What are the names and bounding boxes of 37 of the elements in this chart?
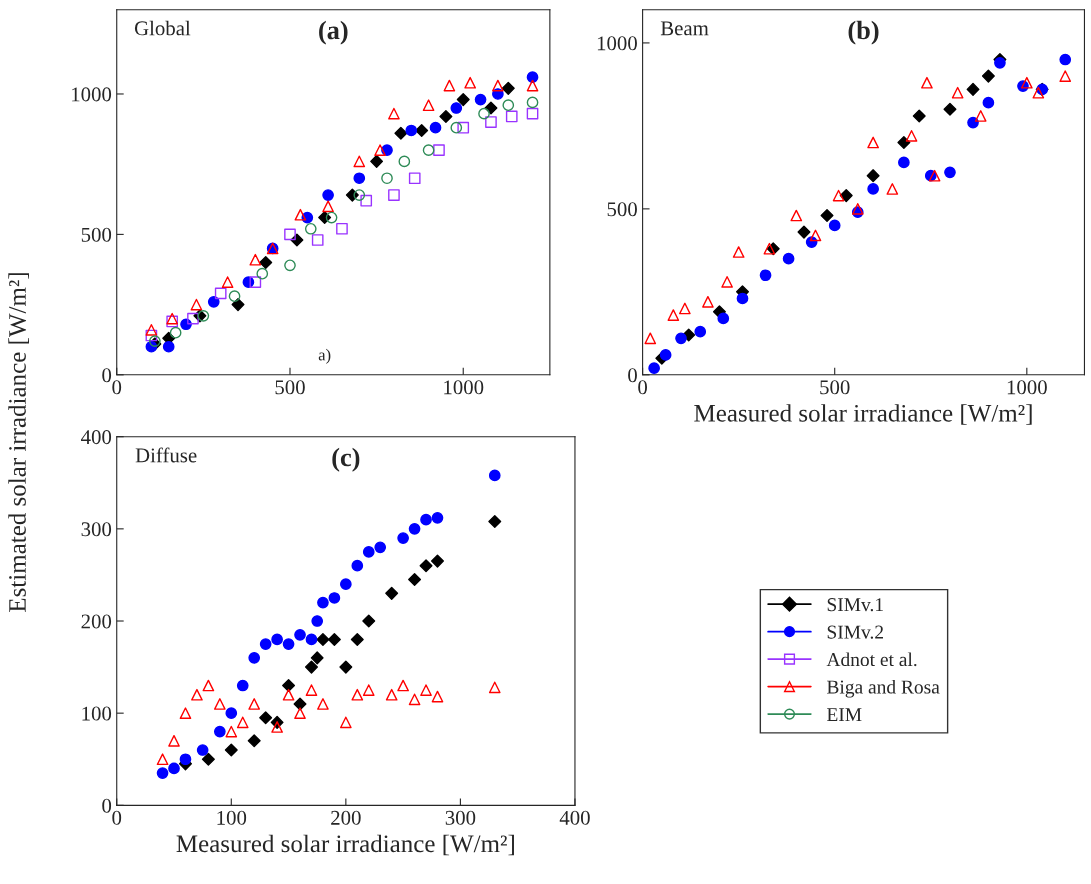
x-tick-label: 500 (820, 380, 850, 395)
legend-label: EIM (827, 708, 862, 721)
legend-label: SIMv.1 (827, 598, 883, 612)
x-tick-label: 300 (445, 810, 476, 825)
annotation: Diffuse (135, 447, 197, 463)
annotation: Beam (660, 21, 709, 36)
legend-label: Biga and Rosa (827, 679, 940, 698)
x-tick-label: 0 (638, 380, 648, 395)
x-tick-label: 0 (112, 810, 122, 825)
y-tick-label: 200 (81, 614, 112, 629)
x-tick-label: 0 (112, 380, 122, 395)
x-tick-label: 100 (217, 810, 247, 825)
legend-label: Adnot et al. (826, 652, 917, 667)
x-tick-label: 1000 (1007, 380, 1047, 395)
chart-title: (a) (319, 20, 348, 45)
y-tick-label: 500 (607, 202, 637, 217)
y-tick-label: 100 (82, 706, 112, 721)
x-axis-title: Measured solar irradiance [W/m²] (694, 404, 1032, 425)
y-tick-label: 300 (81, 522, 112, 537)
chart-title: (b) (848, 20, 879, 45)
y-tick-label: 1000 (597, 36, 637, 51)
x-tick-label: 1000 (444, 380, 484, 395)
y-tick-label: 500 (81, 227, 112, 242)
x-tick-label: 400 (559, 810, 590, 825)
annotation: Global (134, 20, 191, 36)
chart-title: (c) (332, 447, 360, 472)
x-axis-title: Measured solar irradiance [W/m²] (176, 834, 514, 856)
y-axis-title: Estimated solar irradiance [W/m²] (8, 273, 29, 612)
y-tick-label: 0 (628, 368, 637, 383)
x-tick-label: 500 (275, 380, 305, 395)
y-tick-label: 1000 (72, 87, 112, 102)
y-tick-label: 0 (102, 368, 112, 383)
y-tick-label: 0 (102, 798, 112, 813)
x-tick-label: 200 (331, 810, 361, 825)
annotation: a) (318, 348, 331, 364)
legend-label: SIMv.2 (827, 625, 883, 639)
y-tick-label: 400 (81, 430, 112, 445)
